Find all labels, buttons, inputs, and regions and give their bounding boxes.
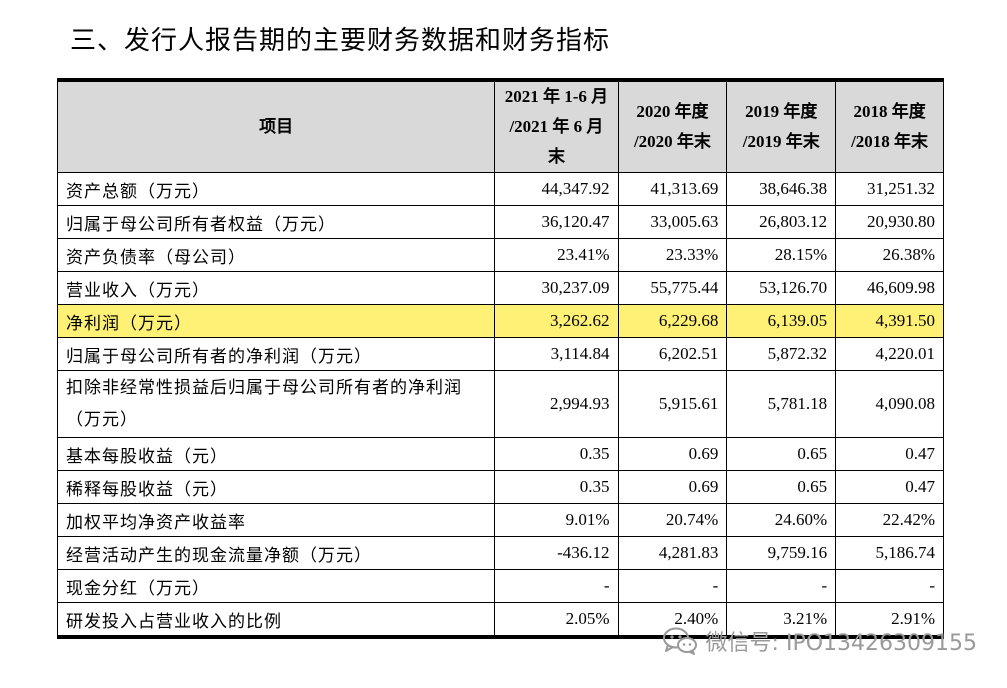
row-value: 20.74% [617,503,728,537]
table-header-row: 项目 2021 年 1-6 月 /2021 年 6 月末 2020 年度 /20… [56,80,944,173]
row-value: 3,262.62 [494,304,619,338]
row-value: 0.65 [726,470,837,504]
header-col-line2: /2018 年末 [851,132,929,151]
row-label: 资产总额（万元） [56,172,496,206]
table-row: 扣除非经常性损益后归属于母公司所有者的净利润（万元） 2,994.93 5,91… [56,370,944,438]
header-col-2019: 2019 年度 /2019 年末 [726,80,837,173]
financial-data-table: 项目 2021 年 1-6 月 /2021 年 6 月末 2020 年度 /20… [56,78,944,639]
row-value: 24.60% [726,503,837,537]
wechat-icon [662,627,697,655]
row-value: 33,005.63 [617,205,728,239]
row-label: 归属于母公司所有者权益（万元） [56,205,496,239]
row-value: 5,186.74 [835,536,944,570]
row-value: 0.35 [494,437,619,471]
table-row: 现金分红（万元） - - - - [56,569,944,603]
row-value: 26,803.12 [726,205,837,239]
row-label: 扣除非经常性损益后归属于母公司所有者的净利润（万元） [56,370,496,438]
row-value: 4,090.08 [835,370,944,438]
row-value: 0.47 [835,437,944,471]
row-value: 38,646.38 [726,172,837,206]
row-value: 36,120.47 [494,205,619,239]
row-value: 2,994.93 [494,370,619,438]
row-value: 55,775.44 [617,271,728,305]
row-value: 0.35 [494,470,619,504]
row-label: 归属于母公司所有者的净利润（万元） [56,337,496,371]
row-value: 46,609.98 [835,271,944,305]
row-value: 6,229.68 [617,304,728,338]
row-value: 9.01% [494,503,619,537]
row-value: 2.05% [494,602,619,637]
table-row: 归属于母公司所有者权益（万元） 36,120.47 33,005.63 26,8… [56,205,944,239]
row-value: 26.38% [835,238,944,272]
row-value: 5,915.61 [617,370,728,438]
row-value: 3,114.84 [494,337,619,371]
row-value: 5,872.32 [726,337,837,371]
row-value: 41,313.69 [617,172,728,206]
table-row: 资产负债率（母公司） 23.41% 23.33% 28.15% 26.38% [56,238,944,272]
row-value: - [617,569,728,603]
row-value: 4,220.01 [835,337,944,371]
row-value: 5,781.18 [726,370,837,438]
row-label: 资产负债率（母公司） [56,238,496,272]
header-col-2021h1: 2021 年 1-6 月 /2021 年 6 月末 [494,80,619,173]
table-row: 资产总额（万元） 44,347.92 41,313.69 38,646.38 3… [56,172,944,206]
row-value: 44,347.92 [494,172,619,206]
table-row-highlighted: 净利润（万元） 3,262.62 6,229.68 6,139.05 4,391… [56,304,944,338]
table-row: 研发投入占营业收入的比例 2.05% 2.40% 3.21% 2.91% [56,602,944,637]
row-label: 经营活动产生的现金流量净额（万元） [56,536,496,570]
row-value: 31,251.32 [835,172,944,206]
watermark-text: 微信号: IPO13426309155 [705,631,977,656]
row-value: 23.33% [617,238,728,272]
table-row: 基本每股收益（元） 0.35 0.69 0.65 0.47 [56,437,944,471]
row-value: - [494,569,619,603]
row-value: 6,202.51 [617,337,728,371]
row-value: 23.41% [494,238,619,272]
row-value: 28.15% [726,238,837,272]
header-col-line2: /2020 年末 [633,132,711,151]
row-value: -436.12 [494,536,619,570]
row-value: 22.42% [835,503,944,537]
page-title: 三、发行人报告期的主要财务数据和财务指标 [70,26,611,56]
row-label: 研发投入占营业收入的比例 [56,602,496,637]
header-col-line1: 2018 年度 [853,102,926,121]
row-label: 净利润（万元） [56,304,496,338]
row-label: 加权平均净资产收益率 [56,503,496,537]
row-value: 0.65 [726,437,837,471]
row-value: 0.69 [617,437,728,471]
table-row: 加权平均净资产收益率 9.01% 20.74% 24.60% 22.42% [56,503,944,537]
header-col-line2: /2021 年 6 月末 [509,117,604,166]
table-row: 稀释每股收益（元） 0.35 0.69 0.65 0.47 [56,470,944,504]
header-col-line2: /2019 年末 [742,132,820,151]
row-value: 0.47 [835,470,944,504]
header-col-2018: 2018 年度 /2018 年末 [835,80,944,173]
row-value: 4,281.83 [617,536,728,570]
table-row: 归属于母公司所有者的净利润（万元） 3,114.84 6,202.51 5,87… [56,337,944,371]
header-col-line1: 2021 年 1-6 月 [504,87,609,106]
row-value: 4,391.50 [835,304,944,338]
wechat-watermark: 微信号: IPO13426309155 [662,625,977,657]
row-value: 30,237.09 [494,271,619,305]
header-col-line1: 2020 年度 [636,102,709,121]
row-value: 0.69 [617,470,728,504]
row-value: 53,126.70 [726,271,837,305]
table-row: 经营活动产生的现金流量净额（万元） -436.12 4,281.83 9,759… [56,536,944,570]
row-value: 9,759.16 [726,536,837,570]
row-label: 营业收入（万元） [56,271,496,305]
row-label: 现金分红（万元） [56,569,496,603]
row-value: 6,139.05 [726,304,837,338]
table-row: 营业收入（万元） 30,237.09 55,775.44 53,126.70 4… [56,271,944,305]
row-value: - [726,569,837,603]
header-col-2020: 2020 年度 /2020 年末 [617,80,728,173]
row-value: 20,930.80 [835,205,944,239]
row-value: 2.91% [835,602,944,637]
header-item: 项目 [56,80,496,173]
row-value: 2.40% [617,602,728,637]
row-value: - [835,569,944,603]
row-label: 稀释每股收益（元） [56,470,496,504]
row-label: 基本每股收益（元） [56,437,496,471]
header-col-line1: 2019 年度 [745,102,818,121]
